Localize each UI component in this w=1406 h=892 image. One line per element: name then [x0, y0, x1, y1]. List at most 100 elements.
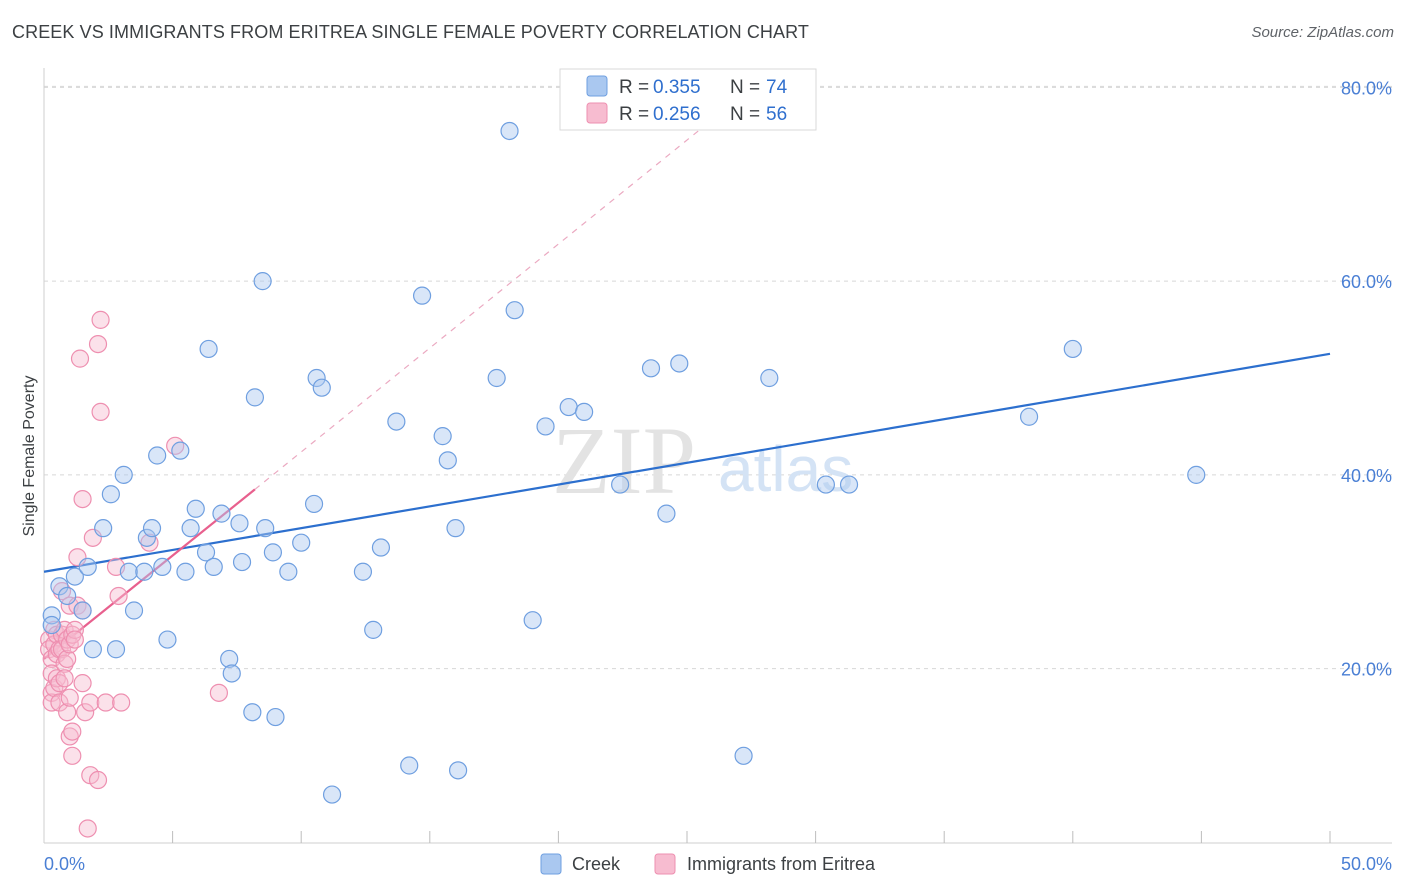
creek-point-30 [230, 514, 249, 533]
creek-point-63 [657, 504, 676, 523]
creek-points [42, 121, 1206, 804]
creek-point-9 [101, 485, 120, 504]
creek-point-55 [500, 121, 519, 141]
eritrea-point-21 [58, 630, 77, 649]
creek-point-13 [124, 601, 144, 620]
eritrea-point-36 [73, 489, 92, 509]
legend-creek-r-label: R = [619, 77, 649, 98]
creek-point-54 [487, 368, 506, 388]
creek-trend-line [43, 352, 1331, 573]
y-tick-label-20: 20.0% [1341, 660, 1392, 680]
eritrea-point-31 [65, 620, 84, 639]
creek-point-22 [181, 519, 200, 538]
bottom-legend-eritrea-swatch [654, 853, 676, 875]
creek-point-23 [186, 499, 205, 518]
eritrea-trend-extension [254, 77, 765, 490]
eritrea-point-47 [91, 402, 110, 422]
eritrea-point-53 [166, 436, 185, 455]
creek-point-8 [94, 519, 113, 538]
y-tick-labels: 20.0% 40.0% 60.0% 80.0% [1341, 78, 1392, 679]
eritrea-points [40, 310, 228, 838]
creek-point-48 [400, 756, 419, 775]
creek-point-38 [279, 562, 298, 581]
eritrea-point-40 [78, 819, 97, 838]
legend-eritrea-r-value: 0.256 [653, 104, 701, 125]
creek-point-37 [266, 707, 285, 727]
creek-point-40 [304, 494, 324, 514]
eritrea-point-54 [209, 683, 228, 702]
x-axis-ticks [172, 831, 1331, 843]
creek-point-0 [42, 606, 61, 625]
creek-point-5 [73, 601, 92, 620]
creek-point-64 [670, 354, 689, 373]
eritrea-point-26 [60, 688, 79, 707]
creek-point-45 [364, 620, 383, 639]
creek-point-39 [292, 533, 311, 552]
creek-point-68 [839, 475, 859, 494]
bottom-legend-creek-label: Creek [572, 854, 621, 874]
legend-eritrea-r-label: R = [619, 104, 649, 125]
y-tick-label-80: 80.0% [1341, 78, 1392, 98]
creek-point-25 [199, 339, 218, 359]
creek-point-65 [734, 746, 753, 765]
eritrea-point-48 [96, 693, 115, 712]
bottom-legend-eritrea-label: Immigrants from Eritrea [687, 854, 876, 874]
creek-point-34 [253, 272, 272, 291]
creek-point-20 [171, 441, 190, 460]
x-tick-label-min: 0.0% [44, 854, 85, 874]
creek-point-19 [158, 630, 177, 649]
creek-point-50 [433, 427, 452, 446]
eritrea-point-20 [55, 669, 74, 688]
creek-point-71 [1187, 465, 1206, 484]
y-tick-label-40: 40.0% [1341, 466, 1392, 486]
creek-point-43 [322, 785, 342, 804]
eritrea-point-5 [42, 693, 61, 712]
legend-eritrea-n-value: 56 [766, 104, 787, 125]
creek-point-60 [575, 402, 594, 422]
creek-point-31 [232, 552, 252, 572]
legend-creek-swatch [586, 75, 608, 97]
eritrea-point-10 [47, 644, 66, 664]
series-legend: Creek Immigrants from Eritrea [540, 853, 876, 875]
creek-point-66 [760, 368, 779, 388]
creek-point-57 [523, 611, 542, 630]
creek-point-21 [176, 562, 195, 581]
creek-point-26 [204, 557, 223, 577]
legend-eritrea-swatch [586, 102, 608, 124]
eritrea-point-41 [81, 693, 100, 712]
eritrea-point-28 [63, 625, 82, 644]
creek-point-51 [438, 451, 457, 470]
creek-point-62 [641, 359, 661, 378]
eritrea-point-44 [88, 334, 108, 354]
eritrea-point-23 [58, 703, 77, 722]
eritrea-point-50 [109, 586, 128, 606]
eritrea-point-52 [140, 533, 159, 552]
chart-title: CREEK VS IMMIGRANTS FROM ERITREA SINGLE … [12, 22, 810, 42]
creek-point-15 [137, 528, 156, 547]
creek-point-33 [245, 388, 265, 407]
creek-point-6 [78, 557, 97, 577]
creek-point-56 [505, 301, 524, 320]
watermark-zip: ZIP [552, 407, 696, 514]
creek-point-29 [222, 664, 241, 683]
legend-eritrea-n-label: N = [730, 104, 760, 125]
y-tick-label-60: 60.0% [1341, 272, 1392, 292]
creek-point-1 [42, 615, 61, 635]
creek-point-52 [446, 519, 465, 538]
legend-creek-n-label: N = [730, 77, 760, 98]
x-tick-label-max: 50.0% [1341, 854, 1392, 874]
y-axis-label: Single Female Poverty [21, 376, 38, 537]
creek-point-2 [50, 577, 69, 596]
creek-point-70 [1063, 339, 1082, 359]
creek-point-3 [58, 586, 77, 606]
creek-point-41 [307, 368, 326, 388]
eritrea-point-19 [55, 654, 74, 673]
creek-point-53 [448, 761, 468, 780]
eritrea-point-51 [112, 693, 131, 712]
eritrea-point-39 [76, 703, 95, 722]
creek-point-17 [148, 446, 167, 465]
eritrea-point-22 [58, 649, 77, 669]
creek-point-16 [142, 519, 162, 538]
eritrea-point-46 [91, 310, 110, 329]
eritrea-point-32 [65, 630, 84, 649]
